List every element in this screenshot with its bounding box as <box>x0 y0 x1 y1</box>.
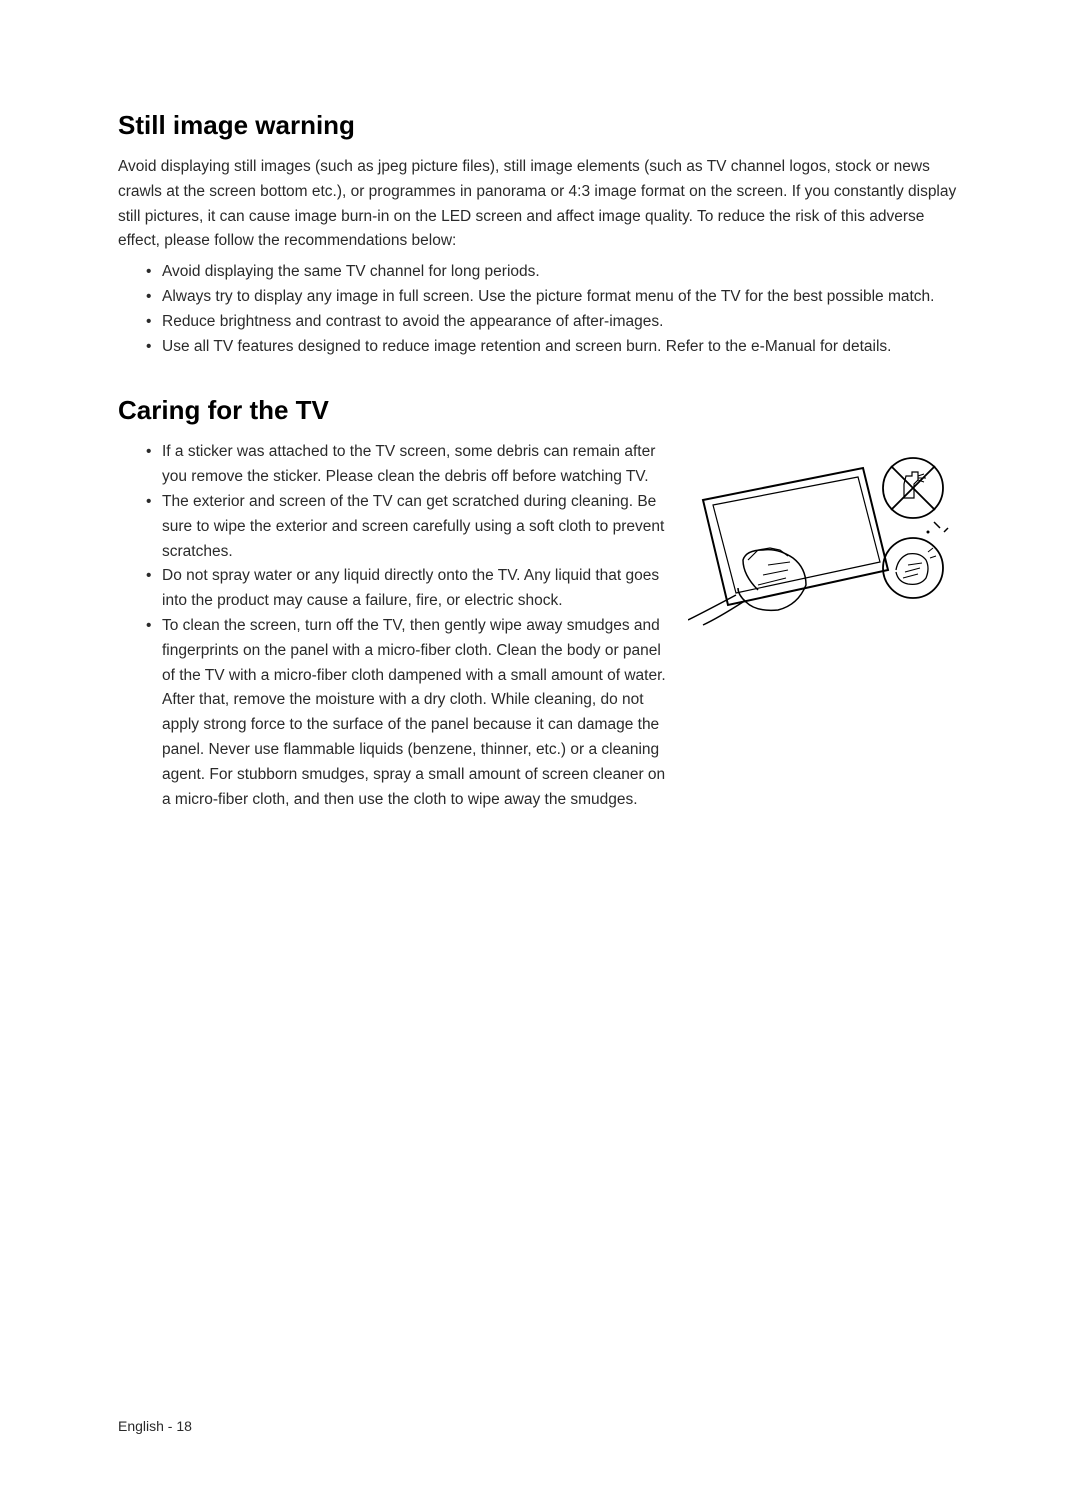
list-item: The exterior and screen of the TV can ge… <box>146 490 668 564</box>
list-item: Always try to display any image in full … <box>146 285 962 310</box>
recommendations-list: Avoid displaying the same TV channel for… <box>118 260 962 359</box>
page-footer: English - 18 <box>118 1418 192 1434</box>
list-item: Do not spray water or any liquid directl… <box>146 564 668 614</box>
list-item: Use all TV features designed to reduce i… <box>146 335 962 360</box>
still-image-warning-section: Still image warning Avoid displaying sti… <box>118 110 962 359</box>
list-item: To clean the screen, turn off the TV, th… <box>146 614 668 812</box>
section-heading: Caring for the TV <box>118 395 962 426</box>
intro-paragraph: Avoid displaying still images (such as j… <box>118 155 962 254</box>
footer-page-number: 18 <box>176 1418 192 1434</box>
footer-language: English <box>118 1418 164 1434</box>
list-item: If a sticker was attached to the TV scre… <box>146 440 668 490</box>
tv-cleaning-illustration <box>688 440 958 846</box>
section-heading: Still image warning <box>118 110 962 141</box>
caring-for-tv-section: Caring for the TV If a sticker was attac… <box>118 395 962 846</box>
caring-list: If a sticker was attached to the TV scre… <box>118 440 668 812</box>
list-item: Avoid displaying the same TV channel for… <box>146 260 962 285</box>
list-item: Reduce brightness and contrast to avoid … <box>146 310 962 335</box>
